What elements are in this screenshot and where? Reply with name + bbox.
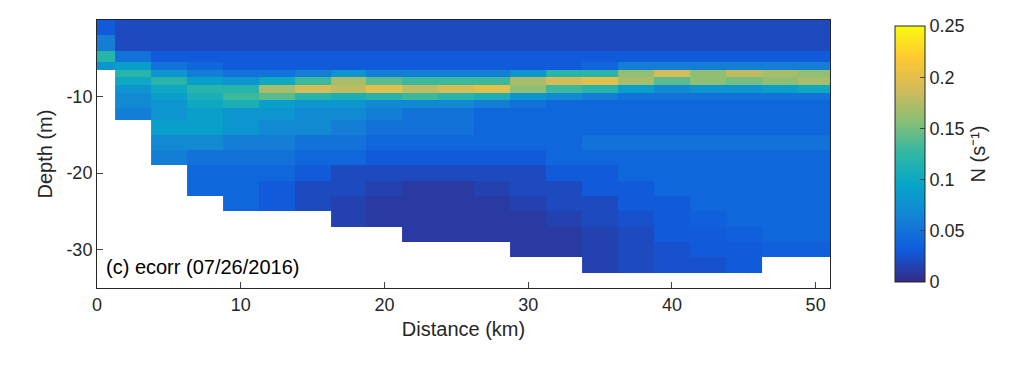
svg-text:(c) ecorr (07/26/2016): (c) ecorr (07/26/2016) bbox=[106, 256, 299, 278]
svg-text:20: 20 bbox=[374, 295, 394, 315]
svg-text:Distance (km): Distance (km) bbox=[402, 318, 525, 340]
svg-text:0.15: 0.15 bbox=[930, 119, 965, 139]
svg-text:0: 0 bbox=[92, 295, 102, 315]
svg-text:-10: -10 bbox=[66, 87, 92, 107]
svg-text:Depth (m): Depth (m) bbox=[34, 110, 56, 199]
svg-text:30: 30 bbox=[518, 295, 538, 315]
svg-text:-30: -30 bbox=[66, 240, 92, 260]
svg-text:0.05: 0.05 bbox=[930, 221, 965, 241]
svg-text:-20: -20 bbox=[66, 163, 92, 183]
svg-text:40: 40 bbox=[662, 295, 682, 315]
svg-text:50: 50 bbox=[806, 295, 826, 315]
svg-text:0.25: 0.25 bbox=[930, 16, 965, 36]
svg-text:0.2: 0.2 bbox=[930, 68, 955, 88]
svg-text:0: 0 bbox=[930, 272, 940, 292]
svg-text:N (s⁻¹): N (s⁻¹) bbox=[967, 126, 989, 183]
svg-text:10: 10 bbox=[231, 295, 251, 315]
svg-text:0.1: 0.1 bbox=[930, 170, 955, 190]
